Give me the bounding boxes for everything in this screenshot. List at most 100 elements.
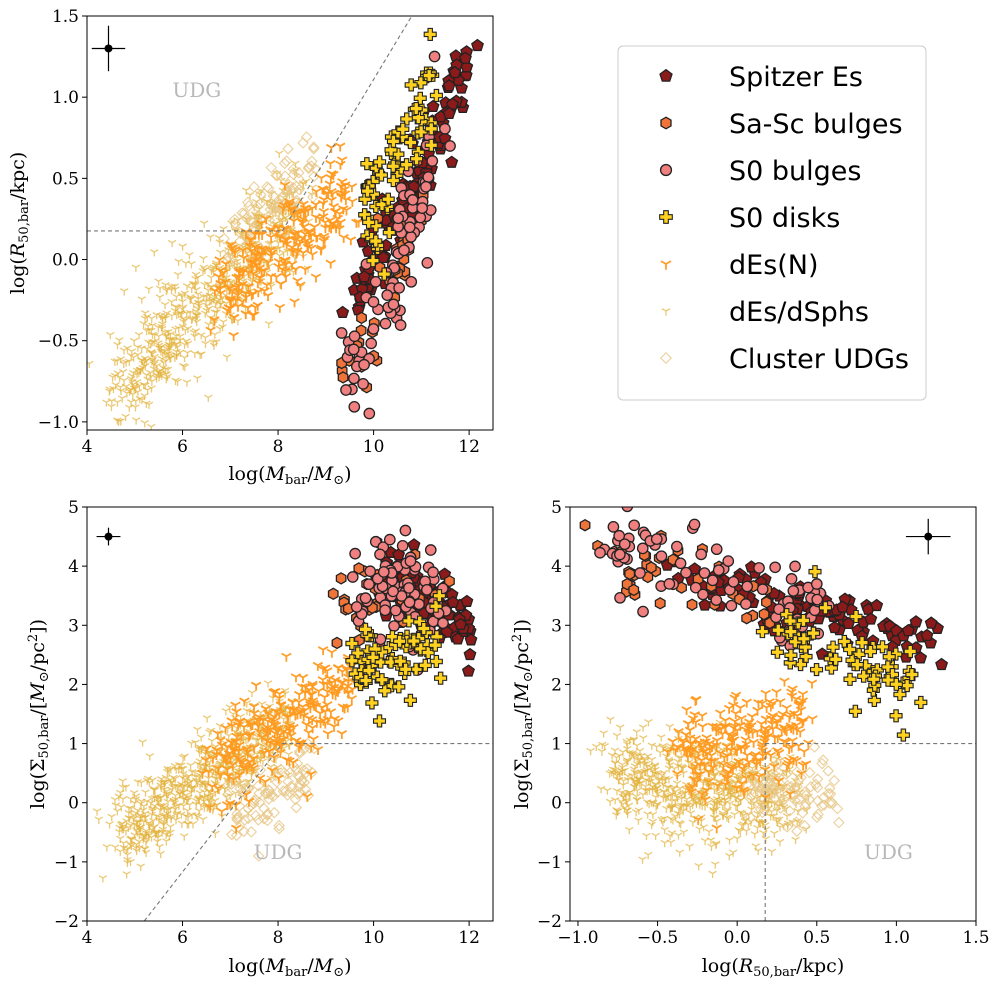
data-point-tri-small	[177, 291, 187, 300]
data-point-tri	[281, 652, 292, 662]
data-point-circle	[613, 529, 626, 542]
data-point-tri	[326, 143, 337, 153]
data-point-plus	[403, 693, 417, 707]
data-point-tri	[708, 757, 720, 767]
data-point-plus	[843, 672, 857, 686]
data-point-tri	[218, 269, 229, 279]
data-point-diamond	[263, 210, 275, 222]
data-point-tri-small	[711, 861, 720, 869]
data-point-tri-small	[142, 435, 150, 442]
data-point-tri	[249, 243, 261, 253]
data-point-tri-small	[183, 807, 192, 816]
data-point-tri-small	[642, 760, 651, 769]
data-point-tri-small	[189, 329, 199, 337]
data-point-circle	[369, 275, 382, 288]
data-point-diamond	[265, 198, 278, 210]
data-point-tri-small	[625, 826, 634, 835]
data-point-tri	[215, 771, 226, 781]
data-point-tri-small	[154, 345, 164, 353]
data-point-tri	[240, 760, 251, 770]
data-point-circle	[363, 407, 376, 420]
data-point-tri-small	[129, 478, 137, 485]
data-point-plus	[351, 646, 365, 660]
data-point-tri-small	[133, 829, 142, 837]
data-point-tri	[730, 709, 742, 719]
data-point-tri	[271, 734, 282, 744]
data-point-tri-small	[196, 734, 206, 742]
data-point-tri	[291, 249, 302, 259]
data-point-tri	[228, 331, 239, 341]
y-tick-label: −1	[54, 853, 79, 873]
data-point-plus	[882, 650, 896, 664]
data-point-diamond	[275, 763, 287, 776]
data-point-tri-small	[183, 349, 192, 358]
data-point-plus	[808, 565, 822, 579]
data-point-circle	[420, 180, 432, 193]
data-point-tri	[697, 722, 708, 732]
data-point-circle	[405, 231, 417, 243]
data-point-pentagon	[446, 595, 460, 608]
data-point-plus	[410, 152, 424, 166]
data-point-diamond	[253, 796, 266, 809]
data-point-tri	[317, 676, 329, 686]
data-point-tri	[295, 707, 306, 717]
data-point-tri	[337, 678, 348, 688]
data-point-hexagon	[741, 611, 753, 625]
data-point-tri-small	[770, 830, 779, 838]
data-point-tri-small	[164, 343, 173, 352]
data-point-tri-small	[675, 819, 684, 828]
data-point-circle	[405, 275, 418, 288]
data-point-tri	[246, 721, 258, 731]
data-point-diamond	[221, 788, 234, 801]
data-point-diamond	[828, 774, 841, 787]
data-point-tri-small	[643, 851, 653, 860]
data-point-hexagon	[654, 597, 666, 610]
data-point-circle	[383, 533, 396, 546]
data-point-circle	[725, 599, 738, 612]
data-point-plus	[903, 644, 917, 658]
data-point-tri	[742, 721, 753, 731]
data-point-circle	[710, 594, 723, 606]
data-point-tri	[265, 272, 277, 282]
x-axis-label-mass: log(Mbar/M⊙)	[228, 955, 351, 980]
data-point-tri	[317, 646, 329, 656]
legend-frame	[617, 45, 927, 401]
data-point-tri	[289, 298, 300, 308]
data-point-tri-small	[708, 870, 717, 878]
data-point-tri	[679, 745, 690, 755]
data-point-tri-small	[212, 309, 221, 317]
data-point-diamond	[796, 807, 809, 819]
data-point-diamond	[238, 207, 251, 220]
data-point-tri-small	[147, 826, 156, 835]
data-point-tri-small	[611, 759, 620, 768]
data-point-diamond	[831, 802, 844, 815]
data-point-circle	[628, 519, 641, 532]
data-point-tri-small	[638, 724, 648, 732]
data-point-tri	[687, 715, 699, 725]
y-tick-label: 2	[551, 675, 562, 695]
data-point-tri	[228, 313, 240, 323]
data-point-tri-small	[129, 337, 139, 346]
data-point-tri	[306, 716, 318, 726]
data-point-tri-small	[136, 863, 145, 871]
data-point-tri-small	[216, 249, 225, 257]
data-point-tri-small	[637, 769, 647, 778]
data-point-tri-small	[167, 337, 176, 345]
data-point-circle	[388, 620, 400, 632]
data-point-tri	[287, 758, 299, 768]
y-tick-label: 3	[68, 616, 79, 636]
data-point-tri	[760, 734, 771, 744]
data-point-tri-small	[603, 787, 612, 795]
data-point-tri-small	[201, 334, 210, 343]
data-point-plus	[798, 640, 812, 654]
data-point-tri	[214, 256, 225, 266]
data-point-tri-small	[643, 811, 652, 819]
data-point-tri-small	[612, 732, 622, 741]
data-point-tri-small	[185, 801, 194, 810]
data-point-tri-small	[631, 809, 641, 817]
data-point-tri	[334, 142, 346, 152]
data-point-tri	[682, 720, 694, 730]
y-tick-label: −2	[54, 912, 79, 932]
x-tick-label: −0.5	[637, 928, 678, 948]
data-point-tri-small	[158, 364, 168, 373]
